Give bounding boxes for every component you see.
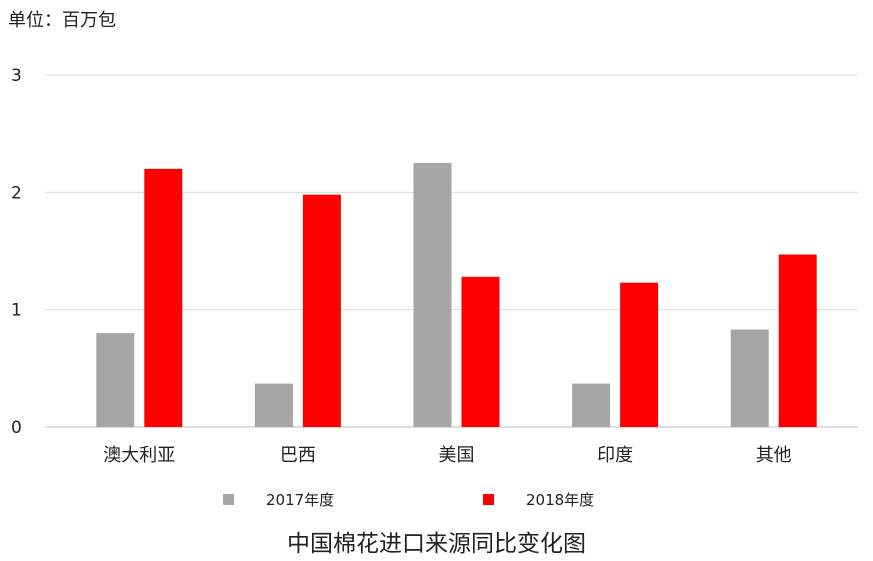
legend-swatch-2017 [223, 494, 234, 505]
bar-2017-1 [254, 383, 293, 427]
y-tick-label: 0 [11, 418, 22, 438]
chart-title: 中国棉花进口来源同比变化图 [287, 531, 586, 557]
x-tick-label: 美国 [439, 445, 475, 466]
legend-item-2017: 2017年度 [223, 489, 334, 510]
x-tick-label: 巴西 [280, 445, 316, 466]
x-tick-label: 澳大利亚 [103, 445, 175, 466]
legend-item-2018: 2018年度 [483, 489, 594, 510]
y-tick-label: 1 [11, 301, 22, 321]
bar-2018-3 [620, 282, 659, 427]
bar-2018-0 [144, 168, 183, 427]
y-tick-label: 2 [11, 183, 22, 203]
bar-2018-1 [302, 194, 341, 427]
x-tick-label: 其他 [756, 445, 792, 466]
unit-label: 单位：百万包 [8, 10, 116, 31]
legend-label-2017: 2017年度 [266, 491, 335, 509]
bar-2017-4 [730, 329, 769, 427]
bar-2017-2 [413, 163, 452, 427]
legend: 2017年度 2018年度 [0, 489, 873, 513]
bar-2018-4 [778, 254, 817, 427]
x-tick-label: 印度 [597, 445, 633, 466]
bar-2018-2 [461, 276, 500, 427]
legend-swatch-2018 [483, 494, 494, 505]
bar-2017-3 [572, 383, 611, 427]
legend-label-2018: 2018年度 [526, 491, 595, 509]
bar-2017-0 [96, 333, 135, 427]
y-tick-label: 3 [11, 66, 22, 86]
